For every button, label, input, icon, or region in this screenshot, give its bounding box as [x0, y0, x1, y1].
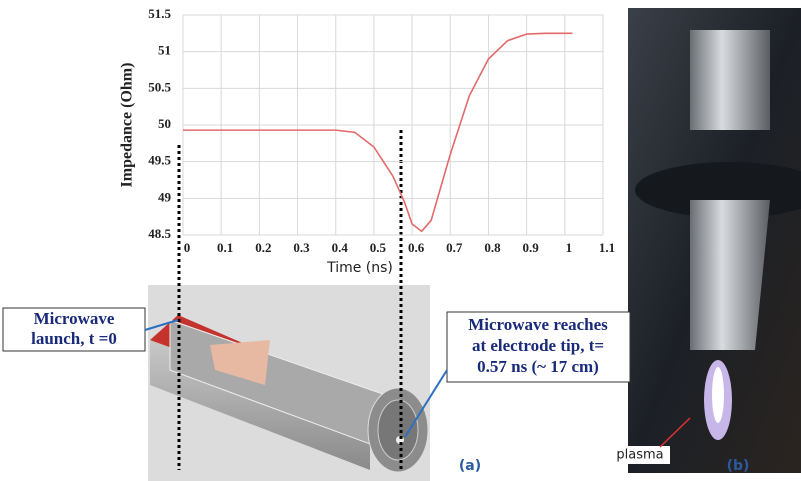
- note-line: Microwave reaches: [468, 315, 608, 334]
- model-render: [148, 285, 430, 481]
- note-line: 0.57 ns (~ 17 cm): [477, 357, 599, 376]
- y-tick-label: 51: [158, 43, 171, 58]
- y-tick-label: 48.5: [148, 226, 171, 241]
- x-tick-label: 0.4: [332, 240, 349, 255]
- x-tick-label: 0: [184, 240, 191, 255]
- line-series: [183, 33, 572, 231]
- y-tick-label: 49: [158, 189, 172, 204]
- x-tick-label: 1: [566, 240, 573, 255]
- x-tick-label: 0.7: [446, 240, 463, 255]
- figure: Microwave launch, t =0 Microwave reaches…: [0, 0, 801, 481]
- y-tick-label: 50.5: [148, 79, 171, 94]
- y-tick-label: 49.5: [148, 153, 171, 168]
- note-line: Microwave: [34, 309, 115, 328]
- panel-label: (a): [459, 458, 481, 474]
- note-line: launch, t =0: [31, 329, 117, 348]
- x-tick-label: 0.6: [408, 240, 425, 255]
- x-tick-label: 0.3: [293, 240, 310, 255]
- y-axis-label: Impedance (Ohm): [119, 63, 136, 188]
- panel-label: (b): [727, 458, 750, 474]
- note-line: at electrode tip, t=: [472, 336, 604, 355]
- plot: 48.5 49 49.5 50 50.5 51 51.5 0 0.1 0.2 0.3 0.4 0.5 0.…: [148, 6, 615, 255]
- x-tick-label: 0.2: [255, 240, 271, 255]
- x-tick-label: 0.5: [370, 240, 387, 255]
- photo: [628, 8, 801, 473]
- y-tick-label: 50: [158, 116, 171, 131]
- x-tick-label: 0.8: [484, 240, 501, 255]
- x-tick-label: 0.1: [217, 240, 233, 255]
- x-axis-label: Time (ns): [326, 260, 393, 276]
- y-tick-label: 51.5: [148, 6, 171, 21]
- x-tick-label: 0.9: [523, 240, 540, 255]
- x-tick-label: 1.1: [599, 240, 615, 255]
- photo-label: plasma: [616, 448, 663, 463]
